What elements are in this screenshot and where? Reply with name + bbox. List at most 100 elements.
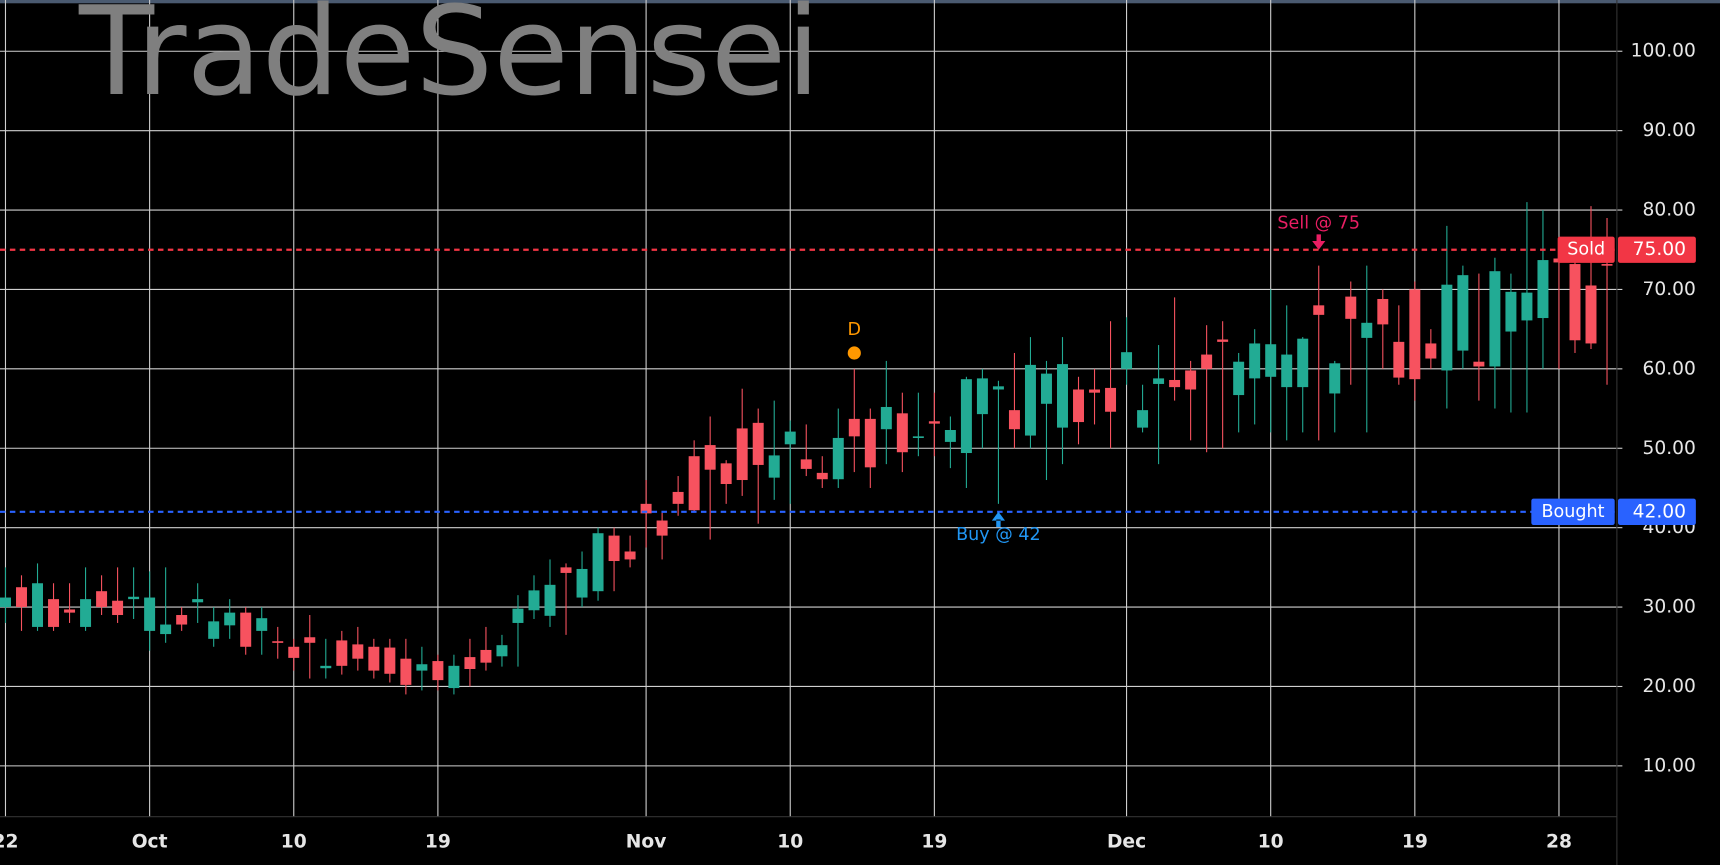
candle-body — [208, 621, 220, 639]
candle-body — [784, 431, 796, 445]
candle-body — [416, 664, 428, 671]
candle-body — [704, 445, 716, 470]
candle-body — [864, 418, 876, 468]
x-tick-label: 22 — [0, 831, 18, 852]
candle-body — [800, 459, 812, 469]
candle-body — [736, 428, 748, 481]
candle-body — [1473, 361, 1485, 367]
watermark: TradeSensei — [78, 0, 820, 123]
signal-label: Buy @ 42 — [956, 525, 1041, 545]
candle-body — [0, 597, 11, 608]
y-tick-label: 50.00 — [1643, 438, 1696, 459]
y-tick-label: 90.00 — [1643, 120, 1696, 141]
candle-body — [1121, 352, 1133, 369]
candle-body — [1441, 284, 1453, 371]
candle-body — [976, 378, 988, 415]
x-tick-label: 10 — [281, 831, 307, 852]
candle-body — [1137, 410, 1149, 428]
candle-body — [1265, 344, 1277, 377]
candle-body — [528, 590, 540, 611]
candle-body — [240, 612, 252, 647]
price-label-box — [1617, 498, 1696, 525]
candle-body — [1377, 298, 1389, 325]
candle-body — [1249, 343, 1261, 379]
y-tick-label: 30.00 — [1643, 597, 1696, 618]
candle-body — [1057, 364, 1068, 428]
x-tick-label: 28 — [1546, 831, 1572, 852]
overlays: Sold 75.00 Bought 42.00 D Sell @ 75 Buy @ 42 — [0, 213, 1696, 545]
candle-body — [480, 649, 492, 663]
candle-body — [832, 437, 844, 480]
x-tick-label: 19 — [921, 831, 947, 852]
candle-body — [848, 418, 860, 437]
candle-body — [752, 422, 764, 465]
candle-body — [384, 647, 396, 674]
candle-body — [1585, 285, 1597, 344]
candle-body — [1505, 291, 1517, 332]
y-tick-label: 80.00 — [1643, 200, 1696, 221]
candle-body — [224, 612, 236, 626]
candle-body — [1105, 387, 1117, 412]
candle-body — [1073, 389, 1084, 423]
candle-body — [176, 615, 188, 625]
candle-body — [1361, 322, 1373, 338]
candle-body — [16, 587, 27, 608]
candle-body — [1297, 338, 1309, 388]
candle-body — [1313, 305, 1325, 315]
candle-body — [1281, 354, 1293, 388]
price-label: 42.00 — [1633, 501, 1686, 522]
candle-body — [720, 463, 732, 484]
candle-body — [592, 533, 604, 592]
y-tick-label: 100.00 — [1631, 41, 1696, 62]
candle-body — [1489, 271, 1501, 367]
price-label: 75.00 — [1633, 239, 1686, 260]
x-tick-label: 19 — [1402, 831, 1428, 852]
candle-body — [272, 641, 284, 643]
x-tick-label: 10 — [1258, 831, 1284, 852]
candle-body — [992, 386, 1004, 390]
candle-body — [1169, 379, 1181, 388]
price-label-box — [1617, 236, 1696, 263]
candle-body — [1569, 264, 1581, 341]
x-tick-label: Dec — [1107, 831, 1146, 852]
y-tick-label: 10.00 — [1643, 755, 1696, 776]
candle-body — [672, 491, 684, 504]
signal-label: Sell @ 75 — [1277, 213, 1360, 233]
candle-body — [544, 584, 556, 616]
candle-body — [112, 600, 124, 616]
candle-body — [576, 568, 588, 598]
x-tick-label: 10 — [777, 831, 803, 852]
candle-body — [960, 379, 972, 454]
candle-body — [912, 436, 924, 438]
candle-body — [400, 658, 412, 685]
candle-body — [128, 596, 140, 600]
y-tick-label: 70.00 — [1643, 279, 1696, 300]
candle-body — [608, 535, 620, 562]
candle-body — [928, 421, 940, 424]
candle-body — [1329, 363, 1341, 394]
candle-body — [1457, 275, 1469, 351]
candle-body — [1601, 264, 1613, 266]
candle-body — [1425, 343, 1437, 359]
candle-body — [512, 608, 524, 623]
candle-body — [944, 429, 956, 442]
candle-body — [1393, 341, 1405, 378]
y-tick-label: 60.00 — [1643, 358, 1696, 379]
trade-name: Sold — [1567, 240, 1605, 260]
candle-body — [1233, 361, 1245, 396]
candle-body — [1040, 373, 1052, 404]
candle-body — [1537, 260, 1549, 319]
trade-name: Bought — [1541, 502, 1604, 522]
candles — [0, 202, 1613, 695]
trade-name-box — [1557, 236, 1615, 263]
candle-body — [1521, 292, 1533, 321]
signal-dot — [847, 346, 861, 360]
candle-body — [192, 599, 204, 603]
candle-body — [560, 567, 572, 573]
x-tick-label: Nov — [626, 831, 667, 852]
candle-body — [1217, 339, 1229, 342]
candle-body — [1201, 354, 1213, 369]
